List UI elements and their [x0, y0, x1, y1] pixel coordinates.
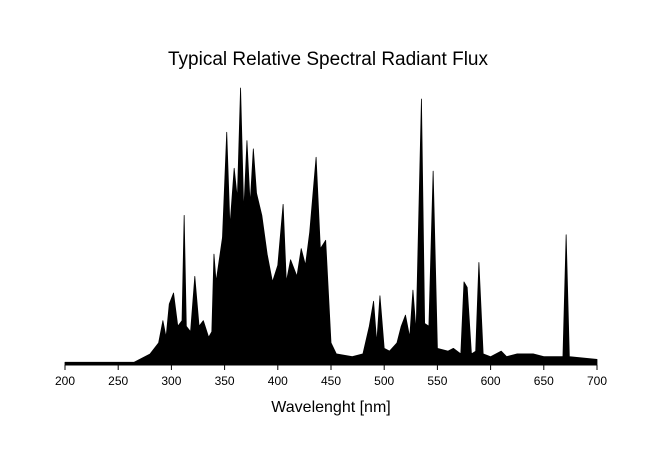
x-tick-label: 400 [268, 374, 288, 388]
x-tick-label: 500 [374, 374, 394, 388]
chart-title: Typical Relative Spectral Radiant Flux [168, 49, 488, 70]
x-tick-label: 650 [534, 374, 554, 388]
x-axis-label: Wavelenght [nm] [271, 399, 390, 416]
x-tick-label: 250 [108, 374, 128, 388]
x-tick-label: 450 [321, 374, 341, 388]
x-tick-label: 550 [427, 374, 447, 388]
x-tick-label: 700 [587, 374, 607, 388]
x-tick-label: 300 [161, 374, 181, 388]
x-tick-label: 200 [55, 374, 75, 388]
x-tick-label: 600 [481, 374, 501, 388]
spectrum-area [64, 87, 598, 366]
x-tick-label: 350 [215, 374, 235, 388]
